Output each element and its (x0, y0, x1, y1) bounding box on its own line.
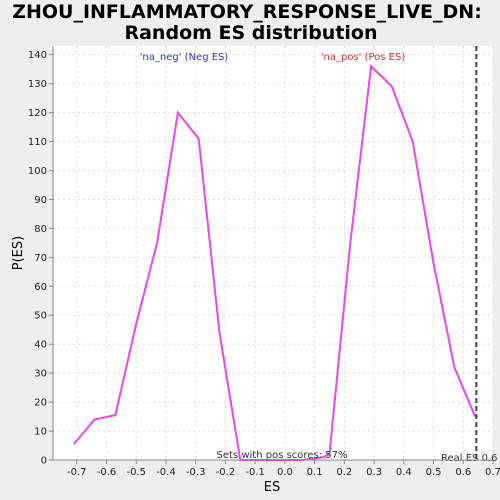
y-tick-label: 20 (34, 398, 47, 409)
grid (53, 46, 494, 460)
x-tick-label: 0.0 (277, 467, 293, 478)
chart-title-line-1: ZHOU_INFLAMMATORY_RESPONSE_LIVE_DN: (12, 1, 482, 23)
x-tick-label: 0.5 (426, 467, 442, 478)
y-tick-label: 70 (34, 253, 47, 264)
x-tick-label: 0.1 (307, 467, 323, 478)
y-axis-label: P(ES) (11, 236, 26, 270)
y-tick-label: 90 (34, 195, 47, 206)
y-tick-label: 80 (34, 224, 47, 235)
x-tick-label: 0.4 (396, 467, 412, 478)
x-axis-label: ES (264, 480, 280, 495)
x-tick-label: 0.3 (366, 467, 382, 478)
y-tick-label: 100 (28, 166, 47, 177)
chart-title-line-2: Random ES distribution (124, 22, 377, 44)
sets-pos-scores-label: Sets with pos scores: 57% (217, 450, 348, 461)
x-tick-label: 0.6 (455, 467, 471, 478)
y-tick-label: 120 (28, 108, 47, 119)
y-tick-label: 130 (28, 79, 47, 90)
y-tick-label: 40 (34, 340, 47, 351)
x-tick-label: -0.1 (245, 467, 265, 478)
y-tick-label: 30 (34, 369, 47, 380)
y-tick-label: 60 (34, 282, 47, 293)
plot-area (53, 46, 493, 460)
x-tick-label: -0.6 (97, 467, 117, 478)
y-tick-label: 0 (41, 456, 47, 467)
real-es-label: Real ES 0.6 (441, 453, 497, 464)
neg-es-label: 'na_neg' (Neg ES) (140, 52, 229, 63)
y-tick-label: 50 (34, 311, 47, 322)
axis-ticks: 0 10 20 30 40 50 60 70 80 90 100 110 120 130 140 -0.7 -0… (28, 50, 500, 478)
x-tick-label: -0.3 (186, 467, 206, 478)
x-tick-label: -0.2 (216, 467, 236, 478)
pos-es-label: 'na_pos' (Pos ES) (321, 52, 406, 63)
x-tick-label: 0.2 (336, 467, 352, 478)
y-tick-label: 140 (28, 50, 47, 61)
y-tick-label: 10 (34, 427, 47, 438)
x-tick-label: -0.5 (126, 467, 146, 478)
y-tick-label: 110 (28, 137, 47, 148)
x-tick-label: 0.7 (485, 467, 500, 478)
x-tick-label: -0.4 (156, 467, 176, 478)
x-tick-label: -0.7 (67, 467, 87, 478)
